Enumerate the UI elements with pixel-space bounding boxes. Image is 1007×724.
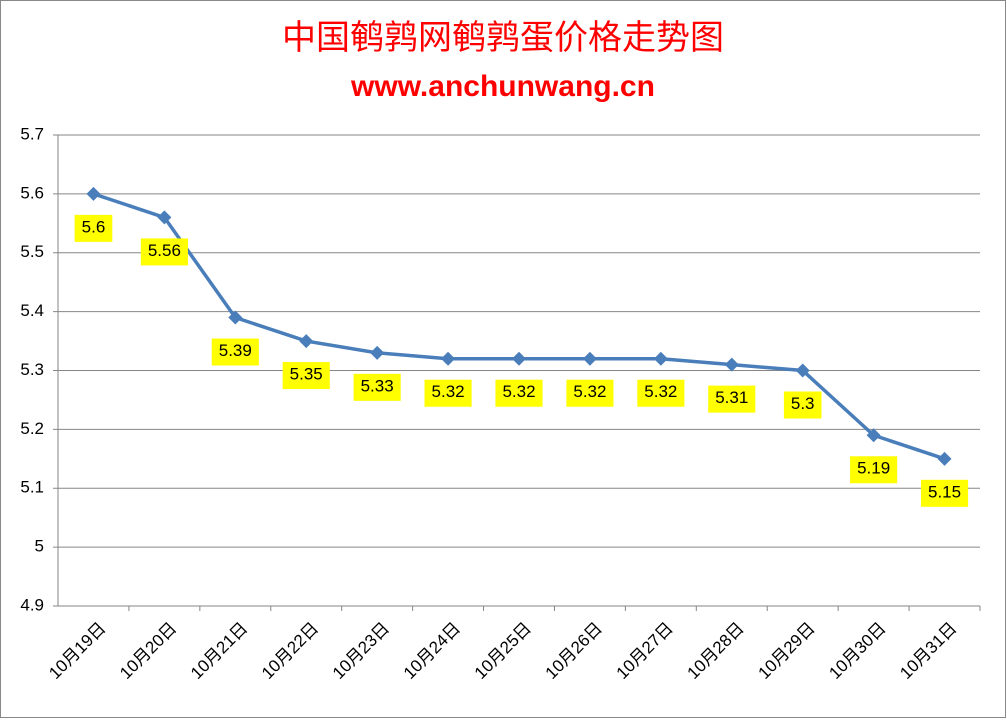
data-label: 5.35: [282, 362, 330, 390]
data-point: [299, 334, 314, 349]
data-point: [795, 363, 810, 378]
data-point: [937, 451, 952, 466]
data-label-box: [140, 238, 188, 266]
data-label: 5.32: [637, 379, 685, 407]
y-tick-label: 5.2: [20, 419, 44, 438]
data-label-text: 5.56: [148, 241, 181, 260]
data-point: [512, 351, 526, 366]
data-label-box: [566, 379, 614, 407]
data-label: 5.6: [74, 214, 113, 242]
y-tick-label: 5: [35, 537, 44, 556]
chart-title: 中国鹌鹑网鹌鹑蛋价格走势图: [282, 18, 724, 58]
data-label-box: [74, 214, 113, 242]
data-label: 5.31: [708, 385, 756, 413]
data-label-text: 5.15: [928, 482, 961, 501]
data-label-box: [353, 373, 401, 401]
data-label-box: [783, 391, 822, 419]
data-label-box: [637, 379, 685, 407]
y-tick-label: 5.4: [20, 301, 44, 320]
y-tick-label: 5.7: [20, 124, 44, 143]
data-label: 5.32: [566, 379, 614, 407]
data-label-text: 5.6: [82, 217, 106, 236]
y-tick-label: 4.9: [20, 595, 44, 614]
data-label-text: 5.32: [432, 382, 465, 401]
data-point: [582, 351, 597, 366]
data-label-text: 5.31: [715, 388, 748, 407]
data-label: 5.32: [424, 379, 472, 407]
data-label-text: 5.19: [857, 459, 890, 478]
data-point: [86, 186, 101, 201]
data-label-box: [708, 385, 756, 413]
data-point: [157, 210, 172, 225]
data-point: [866, 428, 881, 443]
data-label-box: [211, 338, 259, 366]
data-point: [228, 310, 243, 325]
data-label: 5.19: [850, 456, 898, 484]
data-label-text: 5.35: [290, 365, 323, 384]
data-label: 5.32: [495, 379, 543, 407]
data-label-text: 5.33: [361, 376, 394, 395]
data-point: [370, 345, 385, 360]
chart-subtitle: www.anchunwang.cn: [350, 70, 655, 103]
data-label-box: [920, 479, 969, 507]
y-tick-label: 5.5: [20, 242, 44, 261]
data-label: 5.15: [920, 479, 969, 507]
data-point: [724, 357, 739, 372]
data-label-box: [850, 456, 898, 484]
data-label: 5.39: [211, 338, 259, 366]
data-point: [653, 351, 668, 366]
data-label-box: [282, 362, 330, 390]
data-label-text: 5.32: [644, 382, 677, 401]
data-point: [441, 351, 456, 366]
data-label-text: 5.32: [573, 382, 606, 401]
data-label-text: 5.32: [502, 382, 535, 401]
data-label: 5.3: [783, 391, 822, 419]
y-tick-label: 5.1: [20, 478, 44, 497]
y-tick-label: 5.6: [20, 183, 44, 202]
data-label: 5.33: [353, 373, 401, 401]
data-label: 5.56: [140, 238, 188, 266]
data-label-box: [424, 379, 472, 407]
data-label-text: 5.39: [219, 341, 252, 360]
data-label-box: [495, 379, 543, 407]
y-tick-label: 5.3: [20, 360, 44, 379]
data-label-text: 5.3: [791, 394, 815, 413]
